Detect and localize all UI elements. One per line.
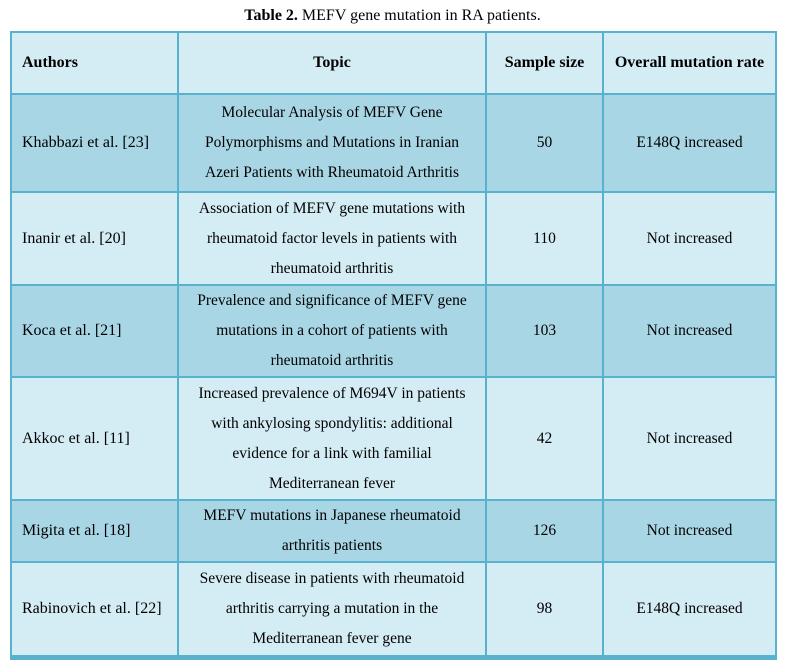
authors-cell: Inanir et al. [20] xyxy=(10,191,179,286)
sample-size-column-header: Sample size xyxy=(485,31,604,95)
authors-cell: Rabinovich et al. [22] xyxy=(10,561,179,658)
topic-cell: Molecular Analysis of MEFV Gene Polymorp… xyxy=(177,93,487,193)
mutation-rate-cell: Not increased xyxy=(602,499,777,563)
sample-size-cell: 126 xyxy=(485,499,604,563)
topic-column-header: Topic xyxy=(177,31,487,95)
table-caption-label: Table 2. xyxy=(244,7,298,24)
table-row: Rabinovich et al. [22] Severe disease in… xyxy=(10,561,777,658)
topic-cell: Association of MEFV gene mutations with … xyxy=(177,191,487,286)
sample-size-cell: 103 xyxy=(485,284,604,378)
table-caption: Table 2. MEFV gene mutation in RA patient… xyxy=(0,0,785,25)
sample-size-cell: 42 xyxy=(485,376,604,501)
authors-cell: Akkoc et al. [11] xyxy=(10,376,179,501)
mutation-rate-cell: Not increased xyxy=(602,191,777,286)
table-row: Inanir et al. [20] Association of MEFV g… xyxy=(10,191,777,286)
header-row: Authors Topic Sample size Overall mutati… xyxy=(10,31,777,95)
topic-cell: Prevalence and significance of MEFV gene… xyxy=(177,284,487,378)
mutation-rate-cell: E148Q increased xyxy=(602,93,777,193)
topic-cell: Severe disease in patients with rheumato… xyxy=(177,561,487,658)
sample-size-cell: 110 xyxy=(485,191,604,286)
sample-size-cell: 50 xyxy=(485,93,604,193)
table-row: Akkoc et al. [11] Increased prevalence o… xyxy=(10,376,777,501)
mefv-mutation-table: Authors Topic Sample size Overall mutati… xyxy=(10,31,777,660)
table-row: Khabbazi et al. [23] Molecular Analysis … xyxy=(10,93,777,193)
table-row: Koca et al. [21] Prevalence and signific… xyxy=(10,284,777,378)
sample-size-cell: 98 xyxy=(485,561,604,658)
table-caption-text: MEFV gene mutation in RA patients. xyxy=(301,7,541,24)
mutation-rate-cell: E148Q increased xyxy=(602,561,777,658)
authors-cell: Koca et al. [21] xyxy=(10,284,179,378)
authors-column-header: Authors xyxy=(10,31,179,95)
topic-cell: Increased prevalence of M694V in patient… xyxy=(177,376,487,501)
authors-cell: Migita et al. [18] xyxy=(10,499,179,563)
mutation-rate-cell: Not increased xyxy=(602,376,777,501)
mutation-rate-column-header: Overall mutation rate xyxy=(602,31,777,95)
mutation-rate-cell: Not increased xyxy=(602,284,777,378)
authors-cell: Khabbazi et al. [23] xyxy=(10,93,179,193)
table-row: Migita et al. [18] MEFV mutations in Jap… xyxy=(10,499,777,563)
topic-cell: MEFV mutations in Japanese rheumatoid ar… xyxy=(177,499,487,563)
